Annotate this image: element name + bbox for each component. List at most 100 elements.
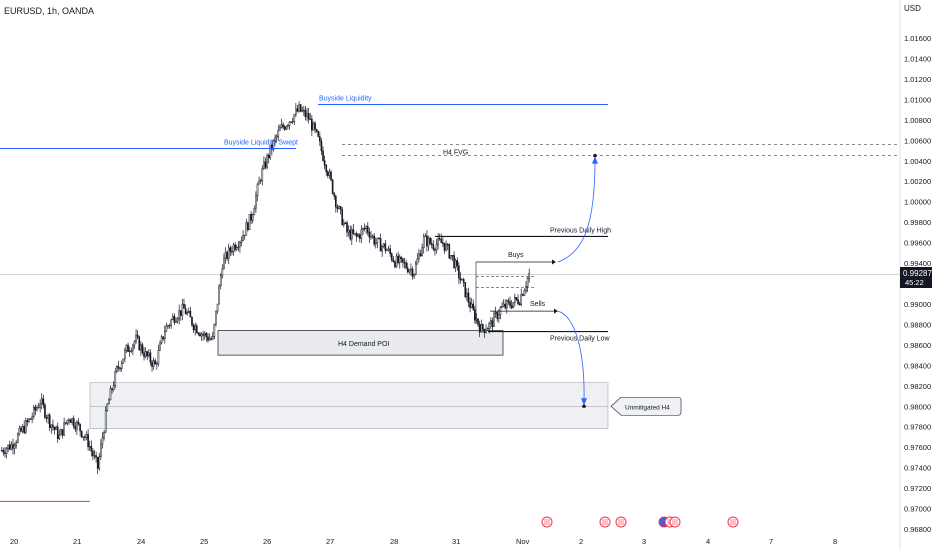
sells-label: Sells [530, 301, 546, 308]
candle-body [387, 248, 390, 251]
candle-body [157, 350, 160, 365]
candle-body [301, 110, 304, 112]
event-flag-icon[interactable] [727, 516, 739, 528]
candle-body [21, 426, 24, 432]
candle-body [248, 214, 251, 230]
candle-body [374, 242, 377, 245]
candle-body [496, 312, 499, 319]
candle-body [0, 449, 3, 452]
candle-body [295, 108, 297, 115]
candle-body [451, 254, 454, 257]
candle-body [384, 243, 387, 251]
candle-body [290, 121, 292, 123]
candle-body [84, 436, 86, 438]
candle-body [488, 322, 491, 329]
buyside-liquidity-label: Buyside Liquidity [319, 95, 372, 102]
candle-body [138, 336, 141, 351]
candle-body [132, 344, 134, 351]
candle-body [338, 206, 340, 209]
candle-body [50, 424, 53, 428]
candle-body [160, 336, 163, 344]
candle-body [106, 403, 109, 411]
candle-body [506, 300, 508, 309]
candle-body [229, 247, 232, 252]
y-tick-label: 1.01000 [904, 95, 931, 104]
event-flag-icon[interactable] [541, 516, 553, 528]
candle-body [509, 301, 511, 306]
candle-body [152, 360, 155, 367]
candle-body [502, 303, 505, 307]
candle-body [231, 251, 233, 253]
candle-body [202, 333, 204, 336]
candle-body [402, 258, 404, 263]
candle-body [171, 316, 174, 321]
candle-body [79, 423, 81, 432]
candle-body [482, 324, 484, 330]
candle-body [133, 341, 136, 346]
candle-body [178, 310, 181, 320]
candle-body [424, 235, 427, 237]
candle-body [469, 302, 471, 308]
candle-body [187, 310, 190, 313]
x-tick-label: 8 [833, 537, 837, 546]
h4-demand-poi-box [217, 330, 504, 356]
candle-body [483, 328, 486, 333]
y-tick-label: 0.98000 [904, 402, 931, 411]
y-tick-label: 0.97000 [904, 505, 931, 514]
candle-body [438, 238, 441, 240]
candle-body [360, 229, 363, 239]
time-axis[interactable]: 20 21 24 25 26 27 28 31 Nov 2 3 4 7 8 [10, 537, 837, 546]
candle-body [53, 426, 56, 430]
candle-body [427, 237, 430, 247]
unmitigated-h4-zone [89, 382, 609, 430]
candle-body [408, 269, 411, 273]
candle-body [350, 229, 353, 240]
candle-body [390, 253, 393, 261]
event-flag-icon[interactable] [599, 516, 611, 528]
annotations-layer: Buyside Liquidity Buyside Liquidity Swept… [0, 95, 900, 502]
unmitigated-callout [610, 396, 682, 416]
candle-body [285, 126, 288, 130]
candle-body [205, 333, 208, 338]
x-tick-label: 21 [73, 537, 81, 546]
candle-body [480, 324, 483, 333]
candle-body [85, 434, 88, 438]
candle-body [426, 235, 428, 247]
candle-body [127, 344, 129, 352]
candle-body [454, 260, 457, 268]
candle-body [271, 144, 273, 150]
candle-body [464, 282, 467, 298]
candle-body [20, 427, 22, 432]
bearish-projection-arrowhead [581, 398, 587, 406]
candle-body [247, 222, 249, 230]
candle-body [382, 243, 385, 247]
candle-body [183, 303, 185, 309]
candle-body [453, 255, 455, 268]
candle-body [47, 415, 49, 419]
event-flag-icon[interactable] [615, 516, 627, 528]
candle-body [114, 371, 117, 386]
candle-body [446, 244, 449, 246]
candle-body [259, 180, 262, 182]
candle-body [339, 206, 342, 210]
candle-body [494, 312, 497, 314]
candle-body [474, 309, 476, 321]
candle-body [93, 455, 96, 457]
candle-body [154, 360, 157, 365]
candle-body [36, 407, 38, 411]
candle-body [405, 262, 407, 269]
candle-body [346, 222, 348, 233]
candle-body [418, 253, 420, 260]
event-flag-icon[interactable] [669, 516, 681, 528]
candle-body [146, 351, 149, 357]
candle-body [232, 244, 235, 252]
unmitigated-target-dot [582, 404, 586, 409]
economic-events[interactable] [541, 516, 739, 528]
candle-body [243, 234, 246, 237]
candle-body [419, 253, 422, 257]
y-tick-label: 1.00000 [904, 198, 931, 207]
candle-body [269, 144, 272, 159]
candle-body [347, 229, 350, 233]
y-tick-label: 1.01600 [904, 34, 931, 43]
